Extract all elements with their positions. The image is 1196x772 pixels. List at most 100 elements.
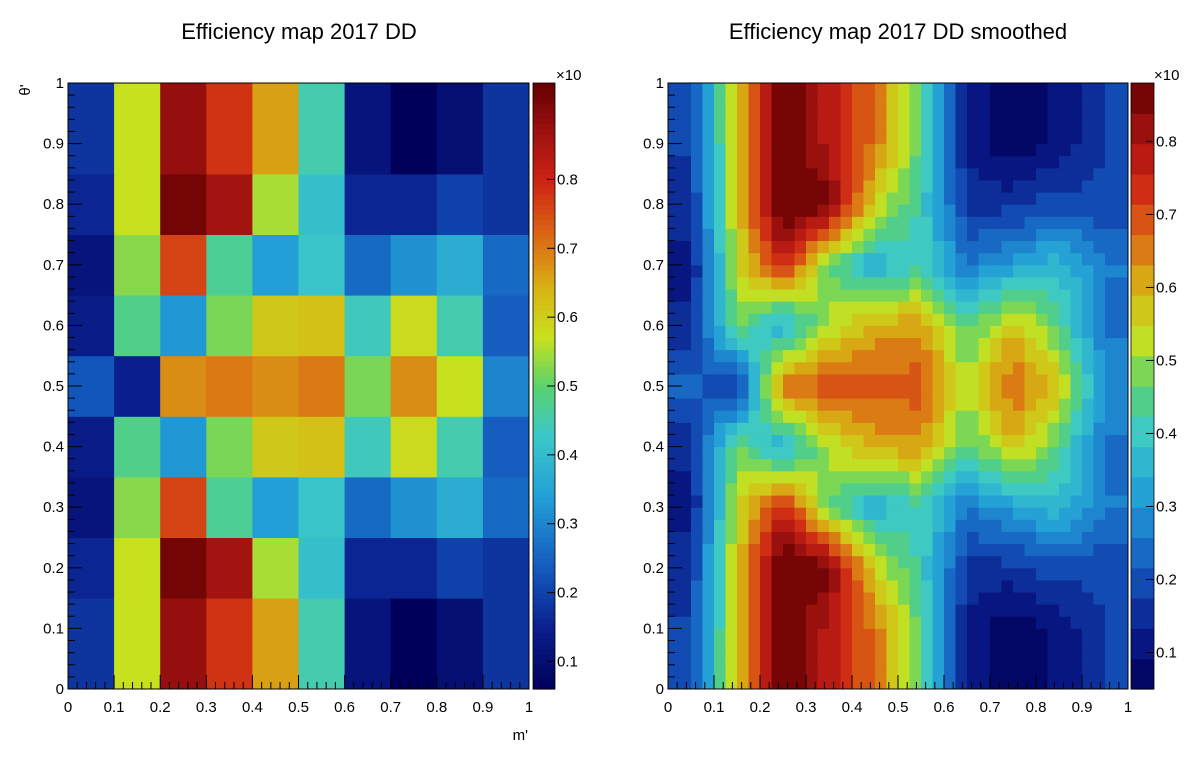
heatmap-cell (114, 537, 161, 599)
heatmap-cell (794, 313, 807, 326)
heatmap-cell (206, 658, 253, 690)
heatmap-cell (783, 179, 795, 193)
palette-swatch (533, 577, 555, 584)
palette-swatch (533, 300, 555, 306)
heatmap-cell (668, 543, 680, 557)
heatmap-cell (1024, 95, 1037, 108)
heatmap-cell (1013, 640, 1025, 654)
heatmap-cell (725, 264, 738, 278)
heatmap-cell (702, 276, 715, 290)
heatmap-cell (668, 107, 680, 120)
heatmap-cell (817, 652, 830, 666)
heatmap-cell (978, 555, 991, 569)
heatmap-cell (1116, 470, 1129, 484)
heatmap-cell (967, 289, 979, 302)
heatmap-cell (852, 119, 864, 132)
heatmap-cell (1105, 434, 1117, 448)
z-tick-label: 0.4 (557, 447, 578, 464)
heatmap-cell (298, 476, 346, 538)
heatmap-cell (760, 131, 772, 145)
heatmap-cell (1013, 422, 1025, 435)
heatmap-cell (806, 228, 818, 242)
heatmap-cell (909, 531, 922, 545)
heatmap-cell (806, 592, 818, 605)
heatmap-cell (817, 361, 830, 375)
heatmap-cell (944, 192, 956, 205)
heatmap-cell (1105, 155, 1117, 169)
heatmap-cell (886, 482, 899, 496)
heatmap-cell (909, 386, 922, 399)
heatmap-cell (909, 349, 922, 363)
heatmap-cell (990, 119, 1002, 132)
heatmap-cell (702, 398, 715, 411)
heatmap-cell (1116, 410, 1129, 423)
palette-swatch (533, 613, 555, 619)
heatmap-cell (1093, 83, 1106, 96)
heatmap-cell (725, 216, 738, 229)
heatmap-cell (1116, 228, 1129, 242)
palette-swatch (533, 113, 555, 119)
heatmap-cell (679, 628, 692, 642)
heatmap-cell (852, 579, 864, 593)
palette-swatch (1131, 113, 1154, 145)
heatmap-cell (886, 192, 899, 205)
heatmap-cell (978, 422, 991, 435)
heatmap-cell (1093, 616, 1106, 629)
heatmap-cell (817, 252, 830, 266)
heatmap-cell (1070, 373, 1083, 387)
heatmap-cell (702, 482, 715, 496)
heatmap-cell (114, 416, 161, 478)
heatmap-cell (1047, 507, 1060, 520)
heatmap-cell (806, 301, 818, 314)
heatmap-cell (794, 301, 807, 314)
heatmap-cell (852, 676, 864, 690)
heatmap-cell (898, 361, 910, 375)
heatmap-cell (909, 628, 922, 642)
heatmap-cell (668, 616, 680, 629)
heatmap-cell (679, 482, 692, 496)
heatmap-cell (921, 507, 933, 520)
heatmap-cell (955, 216, 968, 229)
heatmap-cell (794, 349, 807, 363)
heatmap-cell (1047, 301, 1060, 314)
heatmap-cell (1036, 495, 1048, 508)
heatmap-cell (714, 155, 726, 169)
heatmap-cell (1047, 107, 1060, 120)
heatmap-cell (737, 131, 749, 145)
heatmap-cell (852, 470, 864, 484)
heatmap-cell (748, 555, 761, 569)
heatmap-cell (725, 204, 738, 217)
heatmap-cell (1013, 446, 1025, 460)
heatmap-cell (668, 155, 680, 169)
heatmap-cell (1093, 264, 1106, 278)
palette-swatch (533, 618, 555, 624)
heatmap-cell (886, 422, 899, 435)
heatmap-cell (1082, 555, 1094, 569)
heatmap-cell (1024, 519, 1037, 532)
heatmap-cell (875, 482, 887, 496)
heatmap-cell (748, 119, 761, 132)
heatmap-cell (771, 349, 784, 363)
heatmap-cell (898, 482, 910, 496)
heatmap-cell (771, 652, 784, 666)
heatmap-cell (1116, 95, 1129, 108)
y-tick-label: 0.7 (43, 257, 64, 274)
heatmap-cell (852, 592, 864, 605)
heatmap-cell (1013, 228, 1025, 242)
palette-swatch (533, 481, 555, 488)
heatmap-cell (806, 83, 818, 96)
heatmap-cell (990, 592, 1002, 605)
heatmap-cell (748, 252, 761, 266)
heatmap-cell (990, 470, 1002, 484)
heatmap-cell (1036, 579, 1048, 593)
heatmap-cell (829, 482, 841, 496)
heatmap-cell (840, 337, 853, 351)
heatmap-cell (702, 216, 715, 229)
palette-swatch (533, 199, 555, 205)
palette-frame (1130, 82, 1155, 690)
heatmap-cell (679, 470, 692, 484)
heatmap-cell (1036, 446, 1048, 460)
palette-swatch (533, 441, 555, 448)
heatmap-cell (852, 616, 864, 629)
heatmap-cell (909, 276, 922, 290)
